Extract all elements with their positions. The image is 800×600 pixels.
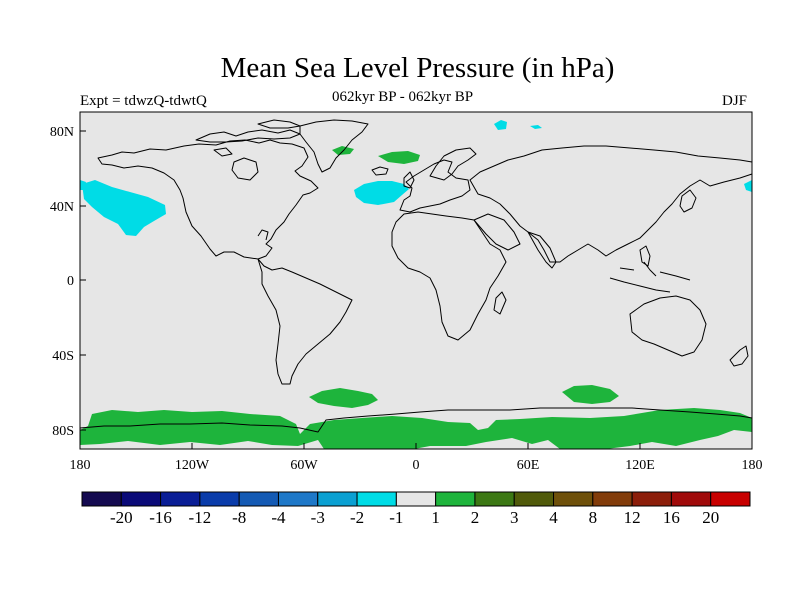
colorbar-label: 16 <box>663 508 680 527</box>
colorbar-label: -20 <box>110 508 133 527</box>
x-tick-label: 120E <box>625 458 655 473</box>
anomaly-patch-antarctica <box>80 408 752 449</box>
colorbar-swatch <box>553 491 594 507</box>
anomaly-fill-layer <box>80 120 752 449</box>
season-label: DJF <box>722 93 748 109</box>
y-tick-label: 80N <box>50 125 74 140</box>
colorbar-label: -12 <box>189 508 212 527</box>
x-tick-label: 0 <box>413 458 420 473</box>
colorbar-label: 2 <box>471 508 480 527</box>
y-tick-label: 40N <box>50 200 74 215</box>
colorbar: -20 -16 -12 -8 -4 -3 -2 -1 1 2 3 4 8 12 16 20 <box>81 491 751 527</box>
colorbar-swatch <box>474 491 515 507</box>
anomaly-patch-west-edge <box>80 180 86 190</box>
colorbar-swatch <box>317 491 358 507</box>
coastline-iceland <box>371 166 389 176</box>
colorbar-label: -1 <box>389 508 403 527</box>
axis-ticks <box>79 130 753 449</box>
colorbar-swatch <box>199 491 240 507</box>
colorbar-swatch <box>631 491 672 507</box>
coastline-australia <box>629 295 707 357</box>
colorbar-label: 1 <box>431 508 440 527</box>
y-tick-label: 40S <box>52 349 74 364</box>
coastline-asia <box>469 145 753 263</box>
anomaly-patch-north-pacific <box>82 180 166 236</box>
colorbar-swatch <box>592 491 633 507</box>
y-tick-label: 80S <box>52 424 74 439</box>
coastline-madagascar <box>493 291 507 315</box>
coastline-europe <box>399 159 471 213</box>
x-tick-labels: 180 120W 60W 0 60E 120E 180 <box>70 458 763 473</box>
colorbar-swatch <box>395 491 437 507</box>
map-background <box>80 112 752 449</box>
x-tick-label: 60W <box>290 458 318 473</box>
colorbar-label: 12 <box>624 508 641 527</box>
coastline-indonesia <box>609 261 691 293</box>
anomaly-patch-southern-ocean-1 <box>309 388 378 408</box>
coastline-south-america <box>257 258 353 385</box>
x-tick-label: 60E <box>517 458 540 473</box>
x-tick-label: 180 <box>70 458 91 473</box>
colorbar-label: 20 <box>702 508 719 527</box>
coastline-new-zealand <box>729 345 749 367</box>
colorbar-swatch <box>160 491 201 507</box>
anomaly-patch-southern-ocean-2 <box>562 385 619 404</box>
x-tick-label: 120W <box>175 458 210 473</box>
anomaly-patch-east-pacific <box>744 180 752 192</box>
coastline-north-america <box>97 139 319 260</box>
colorbar-label: -4 <box>271 508 286 527</box>
colorbar-swatch <box>120 491 162 507</box>
anomaly-patch-arctic-small-2 <box>530 125 542 129</box>
colorbar-label: -3 <box>311 508 325 527</box>
x-tick-label: 180 <box>742 458 763 473</box>
colorbar-swatch <box>670 491 712 507</box>
coastline-hudson-bay <box>231 157 259 181</box>
coastline-india <box>527 231 557 269</box>
coastline-philippines <box>639 245 651 267</box>
colorbar-label: -16 <box>149 508 172 527</box>
coastline-antarctica <box>79 407 753 433</box>
coastline-florida <box>257 229 269 241</box>
y-tick-labels: 80N 40N 0 40S 80S <box>50 125 74 439</box>
coastline-arabia <box>473 213 521 251</box>
colorbar-swatch <box>513 491 555 507</box>
colorbar-label: -2 <box>350 508 364 527</box>
y-tick-label: 0 <box>67 274 74 289</box>
coastline-arctic-islands-3 <box>213 147 233 157</box>
coastline-japan <box>679 189 697 213</box>
coastline-africa <box>391 211 507 341</box>
colorbar-label: 3 <box>510 508 519 527</box>
colorbar-label: -8 <box>232 508 246 527</box>
period-label: 062kyr BP - 062kyr BP <box>332 89 474 105</box>
anomaly-patch-svalbard <box>378 151 420 164</box>
colorbar-swatch <box>238 491 279 507</box>
colorbar-swatch <box>435 491 476 507</box>
colorbar-swatch <box>710 491 751 507</box>
colorbar-label: 4 <box>549 508 558 527</box>
coastline-layer <box>79 119 753 433</box>
anomaly-patch-north-atlantic <box>354 181 409 205</box>
anomaly-patch-arctic-small <box>494 120 507 130</box>
experiment-label: Expt = tdwzQ-tdwtQ <box>80 93 207 109</box>
coastline-arctic-islands <box>195 129 301 143</box>
colorbar-swatch <box>356 491 397 507</box>
chart-title: Mean Sea Level Pressure (in hPa) <box>220 52 615 84</box>
coastline-british-isles <box>403 171 415 189</box>
colorbar-swatch <box>277 491 319 507</box>
coastline-greenland <box>299 119 369 173</box>
coastline-scandinavia <box>429 147 477 181</box>
colorbar-swatch <box>81 491 122 507</box>
colorbar-label: 8 <box>589 508 598 527</box>
